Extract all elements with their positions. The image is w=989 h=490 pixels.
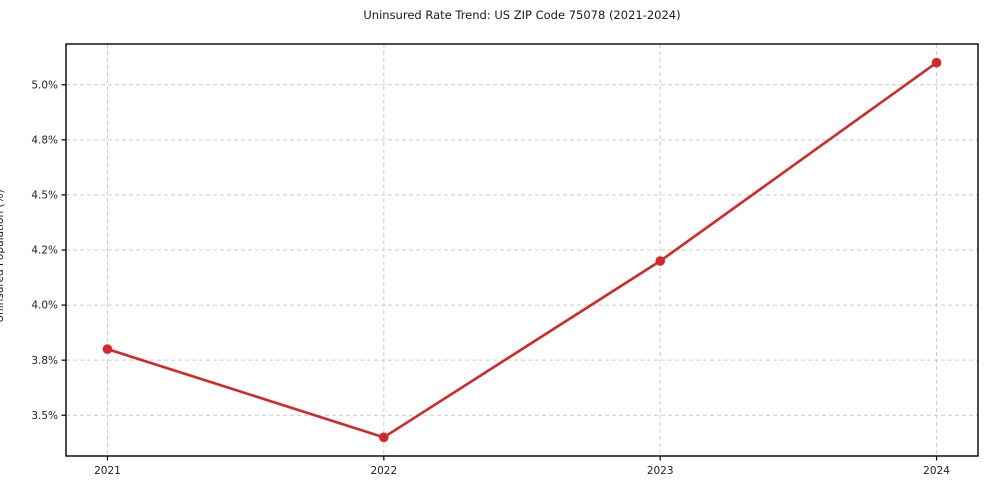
- trend-line: [106, 61, 938, 439]
- y-tick-label: 4.8%: [31, 134, 58, 146]
- y-tick-label: 3.8%: [31, 355, 58, 367]
- y-tick-label: 3.5%: [31, 410, 58, 422]
- x-tick-label: 2023: [647, 465, 674, 477]
- y-tick-label: 5.0%: [31, 79, 58, 91]
- y-tick-label: 4.0%: [31, 300, 58, 312]
- y-tick-label: 4.5%: [31, 190, 58, 202]
- x-tick-label: 2021: [94, 465, 121, 477]
- data-point-2021: [102, 344, 113, 354]
- axes-border: [65, 43, 979, 457]
- y-tick-label: 4.2%: [31, 245, 58, 257]
- chart-title: Uninsured Rate Trend: US ZIP Code 75078 …: [363, 8, 681, 22]
- x-tick-label: 2024: [923, 465, 950, 477]
- data-point-2022: [379, 432, 389, 443]
- data-point-2024: [931, 57, 942, 68]
- data-point-2023: [655, 256, 665, 266]
- x-tick-label: 2022: [370, 465, 397, 477]
